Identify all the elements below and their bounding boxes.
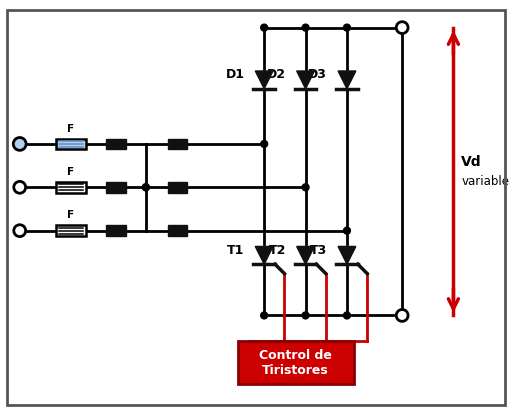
Circle shape [261,140,268,147]
Text: T2: T2 [268,244,286,257]
Bar [106,225,126,236]
Circle shape [396,310,408,321]
Polygon shape [338,247,356,264]
Text: T1: T1 [227,244,244,257]
Circle shape [13,137,26,150]
Circle shape [396,22,408,34]
Circle shape [261,24,268,31]
Text: D2: D2 [267,68,286,81]
Polygon shape [297,71,315,89]
Text: F: F [67,167,75,177]
Circle shape [14,225,25,237]
Polygon shape [255,247,273,264]
Bar [106,139,126,149]
Text: Control de
Tiristores: Control de Tiristores [260,349,332,377]
Bar [106,182,126,193]
Circle shape [142,184,149,191]
Bar [168,225,187,236]
Text: Vd: Vd [461,155,482,168]
Circle shape [14,181,25,193]
Text: F: F [67,124,75,134]
Text: F: F [67,210,75,220]
Polygon shape [297,247,315,264]
Circle shape [302,312,309,319]
Circle shape [344,227,350,234]
Bar [168,139,187,149]
Polygon shape [338,71,356,89]
Circle shape [344,24,350,31]
Bar [56,225,86,236]
Text: D1: D1 [225,68,244,81]
Circle shape [142,184,149,191]
Circle shape [302,184,309,191]
Bar [168,182,187,193]
Circle shape [344,312,350,319]
Text: T3: T3 [310,244,327,257]
Bar [56,182,86,193]
Circle shape [302,24,309,31]
Polygon shape [255,71,273,89]
Text: variable: variable [461,175,509,188]
Circle shape [261,312,268,319]
Bar [56,139,86,149]
Bar [238,341,354,384]
Text: D3: D3 [308,68,327,81]
